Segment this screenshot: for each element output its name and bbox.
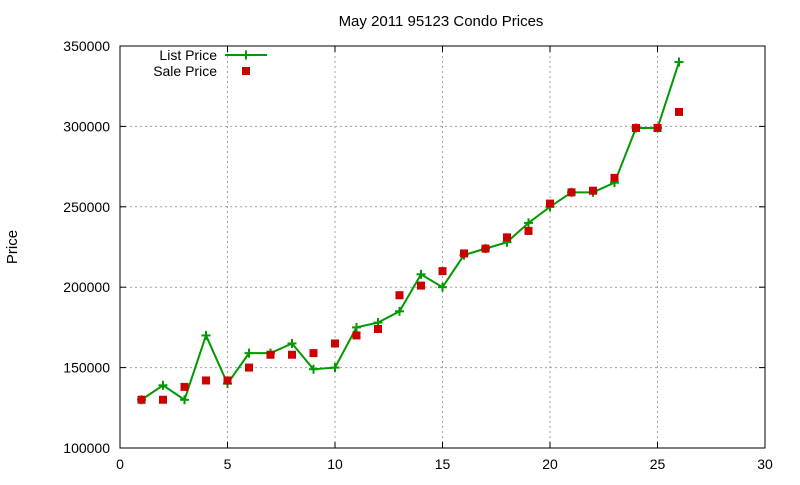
sale-price-point xyxy=(438,267,447,276)
legend-marker-sale-price xyxy=(242,67,250,75)
sale-price-point xyxy=(589,186,597,195)
y-tick-label: 100000 xyxy=(63,440,110,456)
list-price-point xyxy=(524,218,533,228)
list-price-point xyxy=(287,338,297,348)
sale-price-point xyxy=(481,244,490,253)
list-price-point xyxy=(158,380,168,390)
sale-price-point xyxy=(567,188,576,197)
list-price-point xyxy=(674,57,684,67)
sale-price-point xyxy=(675,107,683,116)
list-price-point xyxy=(180,395,189,405)
sale-price-point xyxy=(374,325,382,334)
sale-price-point xyxy=(266,350,275,359)
sale-price-point xyxy=(632,124,640,133)
x-tick-label: 0 xyxy=(116,456,124,472)
sale-price-point xyxy=(503,233,511,242)
y-tick-label: 350000 xyxy=(63,38,110,54)
list-price-point xyxy=(416,269,426,279)
list-price-point xyxy=(244,348,254,358)
sale-price-point xyxy=(202,376,210,385)
sale-price-point xyxy=(524,226,533,235)
y-tick-label: 300000 xyxy=(63,118,110,134)
list-price-point xyxy=(438,282,447,292)
sale-price-point xyxy=(546,199,554,208)
sale-price-point xyxy=(288,350,296,359)
y-axis-label: Price xyxy=(4,230,21,264)
axes-layer: 0 5 10 15 20 25 30 100000 150000 200000 250000 3000… xyxy=(63,38,773,472)
y-tick-label: 250000 xyxy=(63,199,110,215)
sale-price-point xyxy=(417,281,425,290)
x-tick-label: 25 xyxy=(650,456,666,472)
sale-price-point xyxy=(180,382,189,391)
legend-label-sale-price: Sale Price xyxy=(153,63,217,79)
chart-title: May 2011 95123 Condo Prices xyxy=(339,13,544,30)
sale-price-point xyxy=(610,173,619,182)
sale-price-point xyxy=(331,339,339,348)
sale-price-point xyxy=(352,331,361,340)
x-tick-label: 20 xyxy=(542,456,558,472)
series-layer xyxy=(137,57,684,405)
x-tick-label: 5 xyxy=(224,456,232,472)
sale-price-point xyxy=(137,395,146,404)
sale-price-point xyxy=(159,395,167,404)
list-price-point xyxy=(201,330,211,340)
y-tick-label: 150000 xyxy=(63,360,110,376)
list-price-point xyxy=(309,364,318,374)
y-tick-label: 200000 xyxy=(63,279,110,295)
list-price-point xyxy=(395,306,404,316)
sale-price-point xyxy=(245,363,253,372)
x-tick-label: 10 xyxy=(327,456,343,472)
sale-price-point xyxy=(223,376,232,385)
legend-label-list-price: List Price xyxy=(159,47,217,63)
sale-price-point xyxy=(653,124,662,133)
x-tick-label: 30 xyxy=(757,456,773,472)
legend-marker-list-price xyxy=(241,50,251,60)
grid-layer xyxy=(120,46,765,448)
list-price-point xyxy=(330,363,340,373)
sale-price-point xyxy=(395,291,404,300)
list-price-point xyxy=(352,322,361,332)
sale-price-point xyxy=(309,349,318,358)
x-tick-label: 15 xyxy=(435,456,451,472)
sale-price-point xyxy=(460,249,468,258)
list-price-line xyxy=(140,61,680,402)
